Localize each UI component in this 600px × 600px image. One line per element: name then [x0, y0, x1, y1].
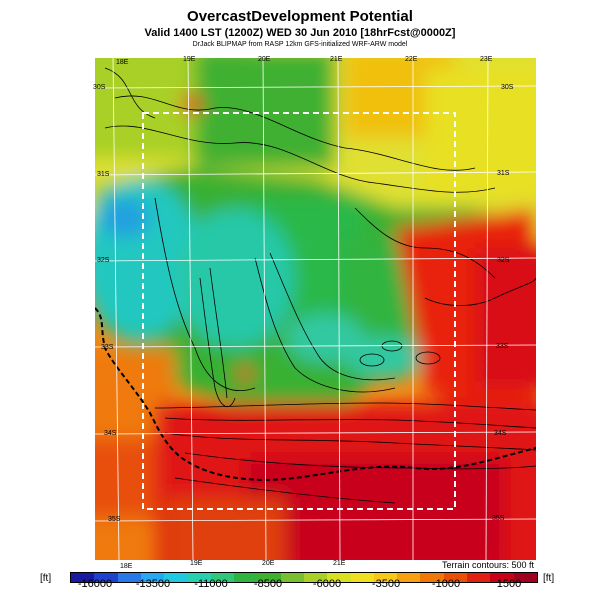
legend-tick-label: -16000 — [77, 578, 113, 590]
legend-tick-label: -8500 — [253, 578, 283, 590]
color-swatch — [443, 573, 468, 582]
model-credit: DrJack BLIPMAP from RASP 12km GFS-initia… — [192, 41, 408, 48]
color-swatch — [513, 573, 537, 582]
lon-label-bottom: 21E — [333, 560, 346, 567]
lat-label-left: 33S — [101, 344, 114, 351]
color-swatch — [94, 573, 118, 582]
inner-domain-box — [142, 112, 456, 510]
color-swatch — [117, 573, 141, 582]
legend-unit-right: [ft] — [543, 573, 555, 584]
coastline — [95, 307, 536, 481]
legend-tick-label: -11000 — [194, 578, 228, 590]
legend-tick-label: 1500 — [496, 578, 522, 590]
color-swatch — [164, 573, 188, 582]
terrain-contours — [104, 67, 536, 504]
color-swatch — [467, 573, 491, 582]
forecast-field-svg — [95, 58, 536, 560]
color-swatch — [210, 573, 235, 582]
lat-label-left: 34S — [104, 430, 117, 437]
color-swatch — [280, 573, 304, 582]
terrain-contour-note: Terrain contours: 500 ft — [441, 560, 534, 570]
valid-time-subtitle: Valid 1400 LST (1200Z) WED 30 Jun 2010 [… — [144, 27, 456, 39]
legend-tick-label: -6000 — [312, 578, 342, 590]
color-swatch — [420, 573, 444, 582]
lon-label-top: 20E — [258, 56, 271, 63]
color-swatch — [71, 573, 95, 582]
lon-label-top: 19E — [183, 56, 196, 63]
forecast-map[interactable] — [95, 58, 536, 560]
color-swatch — [350, 573, 374, 582]
map-title: OvercastDevelopment Potential — [187, 8, 413, 25]
color-scale-ticks: -16000 -13500 -11000 -8500 -6000 -3500 -… — [0, 578, 600, 598]
lat-label-left: 32S — [97, 257, 110, 264]
legend-unit-left: [ft] — [40, 573, 52, 584]
lat-label-right: 33S — [496, 343, 509, 350]
color-swatch — [257, 573, 281, 582]
legend-tick-label: -13500 — [135, 578, 171, 590]
graticule — [95, 58, 536, 560]
color-swatch — [327, 573, 351, 582]
lat-label-right: 35S — [492, 515, 505, 522]
color-scale-bar — [70, 572, 538, 583]
lon-label-bottom: 19E — [190, 560, 203, 567]
lon-label-bottom: 20E — [262, 560, 275, 567]
lat-label-left: 31S — [97, 171, 110, 178]
color-swatch — [303, 573, 328, 582]
lon-label-top: 22E — [405, 56, 418, 63]
legend-tick-label: -1000 — [431, 578, 461, 590]
lon-label-top: 18E — [116, 59, 129, 66]
lat-label-left: 30S — [93, 84, 106, 91]
lon-label-top: 21E — [330, 56, 343, 63]
color-swatch — [397, 573, 421, 582]
lat-label-right: 31S — [497, 170, 510, 177]
lon-label-top: 23E — [480, 56, 493, 63]
color-swatch — [187, 573, 211, 582]
lat-label-right: 32S — [497, 257, 510, 264]
color-swatch — [140, 573, 165, 582]
lat-label-left: 35S — [108, 516, 121, 523]
color-swatch — [373, 573, 398, 582]
lat-label-right: 30S — [501, 84, 514, 91]
lat-label-right: 34S — [494, 430, 507, 437]
legend-tick-label: -3500 — [371, 578, 401, 590]
forecast-color-field — [95, 58, 536, 560]
lon-label-bottom: 18E — [120, 563, 133, 570]
color-swatch — [234, 573, 258, 582]
color-swatch — [490, 573, 514, 582]
